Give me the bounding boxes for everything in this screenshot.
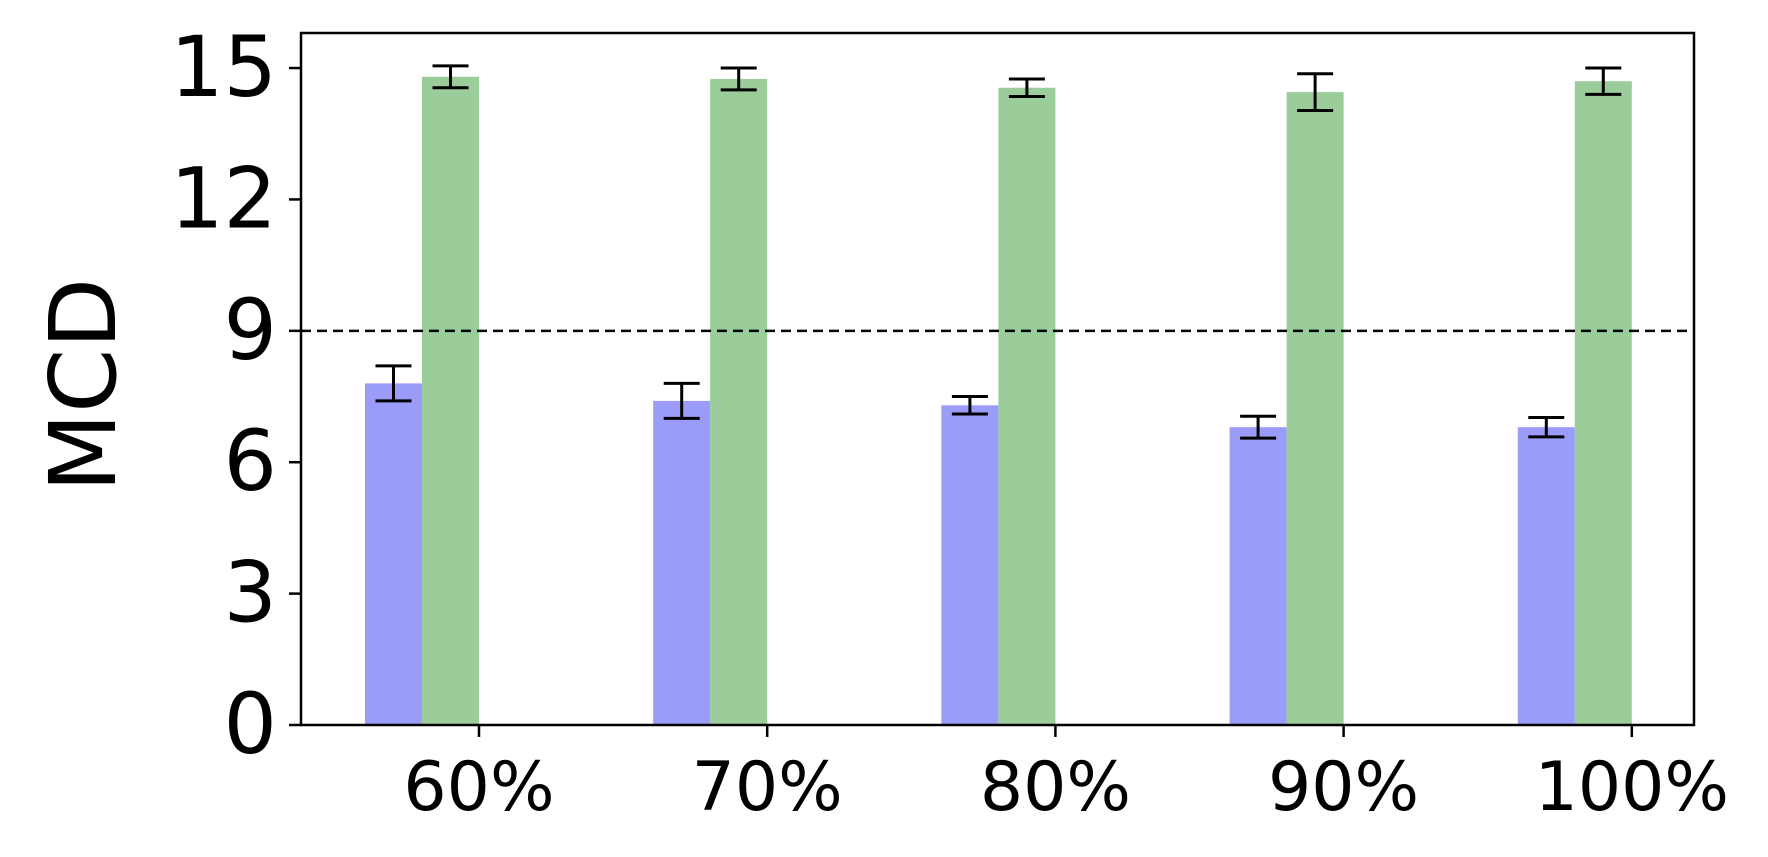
- bar-series2-0: [422, 76, 479, 725]
- bar-series2-3: [1286, 92, 1344, 725]
- error-bar-series2-3: [1297, 72, 1334, 113]
- bar-series1-4: [1517, 427, 1575, 725]
- bar-series2-1: [710, 78, 768, 725]
- x-tick-label-0: 60%: [403, 748, 554, 827]
- error-bar-series1-4: [1528, 416, 1565, 439]
- bar-series2-2: [998, 87, 1056, 726]
- y-tick-label-2: 6: [224, 412, 277, 510]
- plot-frame: [299, 31, 1696, 727]
- bar-series1-0: [365, 383, 422, 725]
- x-axis-ticks: 60% 70% 80% 90% 100%: [403, 725, 1729, 827]
- error-bars-layer: [375, 64, 1622, 440]
- error-bar-series2-1: [720, 66, 757, 92]
- x-tick-label-1: 70%: [692, 748, 843, 827]
- bar-series1-3: [1229, 427, 1287, 725]
- y-tick-label-4: 12: [170, 149, 277, 247]
- error-bar-series2-4: [1585, 66, 1622, 96]
- y-tick-label-3: 9: [224, 281, 277, 379]
- bar-series1-1: [653, 400, 711, 725]
- bars-layer: [365, 76, 1632, 726]
- x-tick-label-2: 80%: [980, 748, 1131, 827]
- y-tick-label-5: 15: [170, 18, 277, 116]
- error-bar-series1-2: [951, 395, 988, 416]
- y-axis-label: MCD: [30, 278, 137, 492]
- error-bar-series1-3: [1240, 414, 1277, 440]
- error-bar-series1-0: [375, 364, 412, 403]
- error-bar-series2-0: [432, 64, 469, 90]
- x-tick-label-3: 90%: [1268, 748, 1419, 827]
- y-axis-ticks: 0 3 6 9 12 15: [170, 18, 301, 773]
- error-bar-series1-1: [663, 381, 700, 420]
- bar-series2-4: [1574, 81, 1632, 725]
- error-bar-series2-2: [1008, 77, 1045, 99]
- y-tick-label-1: 3: [224, 544, 277, 642]
- x-tick-label-4: 100%: [1535, 748, 1729, 827]
- bar-series1-2: [941, 405, 999, 725]
- y-tick-label-0: 0: [224, 675, 277, 773]
